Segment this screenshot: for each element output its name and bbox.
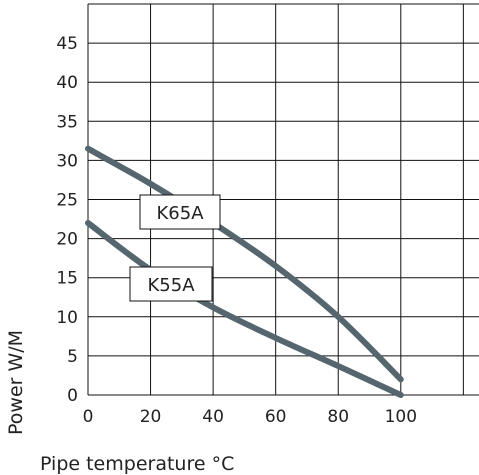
series-line-k65a <box>85 145 404 383</box>
x-tick-label: 100 <box>385 407 417 427</box>
y-axis-label: Power W/M <box>5 330 27 435</box>
y-tick-label: 15 <box>56 269 78 289</box>
x-tick-label: 0 <box>83 407 94 427</box>
y-tick-label: 40 <box>56 73 78 93</box>
series-labels: K65A K55A <box>129 194 221 302</box>
y-tick-label: 45 <box>56 34 78 54</box>
grid <box>87 3 479 396</box>
y-tick-label: 30 <box>56 151 78 171</box>
x-tick-labels: 0 20 40 60 80 100 <box>83 407 417 427</box>
series-label-text: K55A <box>147 275 195 296</box>
x-tick-label: 40 <box>202 407 224 427</box>
series-label-box <box>129 266 213 302</box>
x-tick-label: 20 <box>140 407 162 427</box>
series-label-k55a: K55A <box>129 266 213 302</box>
y-tick-label: 35 <box>56 112 78 132</box>
series-lines <box>85 145 404 398</box>
series-line-k55a <box>85 219 404 398</box>
series-label-box <box>139 194 221 230</box>
y-tick-label: 5 <box>67 347 78 367</box>
series-label-k65a: K65A <box>139 194 221 230</box>
y-tick-label: 25 <box>56 191 78 211</box>
x-tick-label: 60 <box>265 407 287 427</box>
series-label-text: K65A <box>156 203 204 224</box>
x-tick-label: 80 <box>327 407 349 427</box>
y-tick-label: 0 <box>67 386 78 406</box>
x-axis-label: Pipe temperature °C <box>40 453 234 475</box>
y-tick-labels: 0 5 10 15 20 25 30 35 40 45 <box>56 34 78 406</box>
y-tick-label: 10 <box>56 308 78 328</box>
y-tick-label: 20 <box>56 230 78 250</box>
